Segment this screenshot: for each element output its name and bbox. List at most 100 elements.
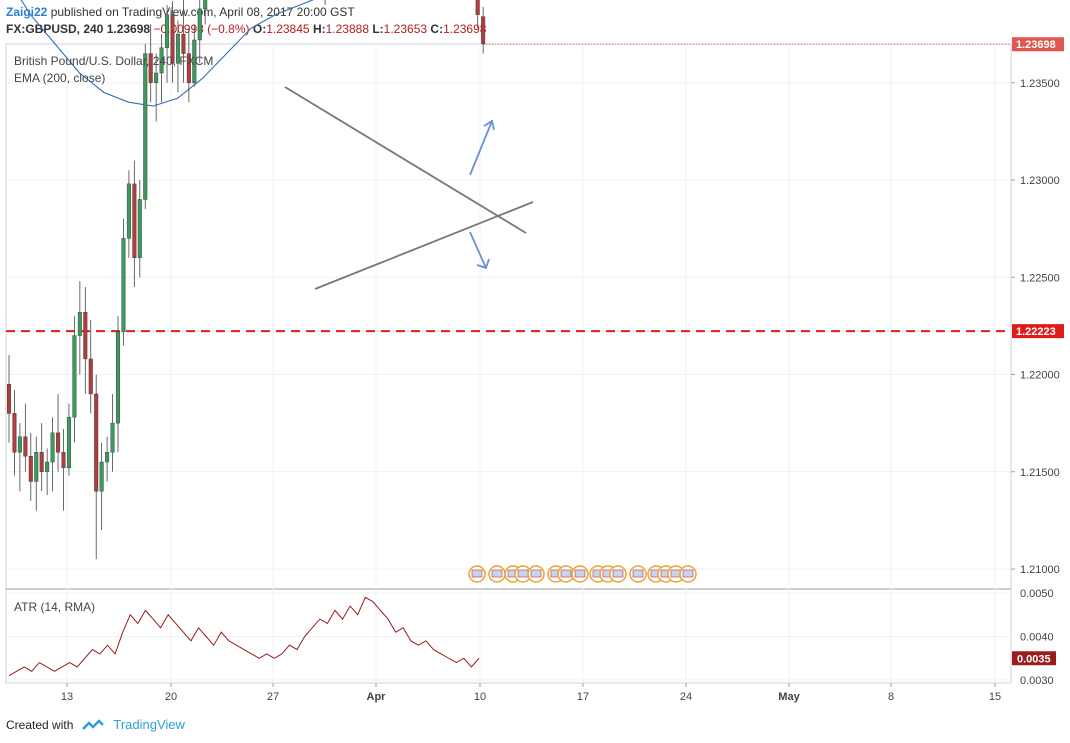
y-tick-label: 1.21500 — [1020, 467, 1060, 479]
created-with: Created with — [6, 717, 74, 732]
breakout-down-arrowhead — [476, 258, 490, 270]
candle-down — [83, 312, 88, 360]
chart-frame — [5, 43, 1012, 684]
flag-icon — [632, 569, 644, 578]
breakout-up-arrow — [469, 120, 493, 176]
ohlc-header: FX:GBPUSD, 240 1.23698 −0.00993 (−0.8%) … — [6, 22, 486, 36]
x-tick-label: 20 — [165, 691, 177, 703]
symbol-label[interactable]: FX:GBPUSD, 240 — [6, 22, 104, 36]
atr-tick-label: 0.0030 — [1020, 675, 1054, 687]
y-tick-label: 1.23000 — [1020, 175, 1060, 187]
candle-up — [45, 461, 50, 472]
candle-down — [56, 432, 61, 453]
low-label: L: — [372, 22, 384, 36]
open-value: 1.23845 — [266, 22, 310, 36]
high-label: H: — [312, 22, 326, 36]
x-tick-label: 8 — [888, 691, 894, 703]
candle-up — [17, 436, 22, 453]
candle-up — [175, 33, 180, 64]
y-tick-label: 1.22000 — [1020, 370, 1060, 382]
candle-up — [192, 39, 197, 83]
ema-legend[interactable]: EMA (200, close) — [14, 71, 106, 85]
candle-up — [154, 72, 159, 83]
candle-up — [77, 312, 82, 336]
candle-down — [6, 384, 11, 414]
price-label: 1.22223 — [1016, 326, 1056, 338]
tradingview-brand[interactable]: TradingView — [113, 717, 185, 732]
candle-down — [148, 53, 153, 83]
x-tick-label: Apr — [367, 691, 387, 703]
candle-up — [159, 47, 164, 74]
candle-down — [181, 33, 186, 54]
author-link[interactable]: Zaigi22 — [6, 5, 48, 19]
candle-up — [137, 199, 142, 258]
flag-icon — [491, 569, 503, 578]
candle-up — [66, 417, 71, 469]
x-tick-label: 24 — [680, 691, 692, 703]
high-value: 1.23888 — [325, 22, 369, 36]
support-trendline — [314, 201, 534, 290]
candle-up — [34, 452, 39, 482]
candle-up — [105, 452, 110, 463]
atr-line — [8, 596, 480, 677]
flag-icon — [574, 569, 586, 578]
atr-tick-label: 0.0040 — [1020, 632, 1054, 644]
candle-up — [203, 0, 208, 10]
ema-line — [20, 0, 314, 107]
candle-up — [197, 8, 202, 41]
candle-up — [121, 238, 126, 332]
publish-info: Zaigi22 published on TradingView.com, Ap… — [6, 5, 355, 19]
footer: Created with TradingView — [6, 717, 185, 732]
x-tick-label: 27 — [267, 691, 279, 703]
candle-down — [12, 413, 17, 453]
candle-down — [475, 0, 480, 15]
candle-down — [39, 452, 44, 472]
price-label-box — [1012, 37, 1064, 52]
y-tick-label: 1.23500 — [1020, 78, 1060, 90]
y-tick-label: 1.22500 — [1020, 272, 1060, 284]
breakout-down-arrow — [469, 231, 487, 269]
candle-down — [132, 183, 137, 259]
flag-icon — [682, 569, 694, 578]
x-tick-label: 15 — [989, 691, 1001, 703]
flag-icon — [530, 569, 542, 578]
y-tick-label: 1.21000 — [1020, 564, 1060, 576]
price-label-box — [1012, 324, 1064, 339]
candle-down — [481, 16, 486, 45]
publish-text: published on TradingView.com, April 08, … — [50, 5, 355, 19]
flag-icon — [517, 569, 529, 578]
candle-down — [88, 358, 93, 395]
x-tick-label: 10 — [474, 691, 486, 703]
candle-up — [72, 335, 77, 418]
candle-up — [126, 183, 131, 239]
x-tick-label: 13 — [61, 691, 73, 703]
atr-tick-label: 0.0050 — [1020, 588, 1054, 600]
atr-value-box — [1012, 651, 1056, 666]
tradingview-logo-icon — [82, 718, 105, 730]
atr-value-label: 0.0035 — [1017, 653, 1051, 665]
breakout-up-arrowhead — [483, 119, 495, 131]
x-tick-label: 17 — [577, 691, 589, 703]
close-value: 1.23698 — [443, 22, 487, 36]
candle-down — [94, 393, 99, 492]
candle-up — [115, 331, 120, 424]
resistance-trendline — [284, 86, 527, 234]
candle-up — [99, 461, 104, 492]
candle-up — [50, 432, 55, 463]
candle-down — [186, 53, 191, 83]
candle-down — [61, 452, 66, 469]
symbol-legend[interactable]: British Pound/U.S. Dollar, 240, FXCM — [14, 54, 214, 68]
flag-icon — [471, 569, 483, 578]
last-price: 1.23698 — [106, 22, 151, 36]
candle-down — [28, 455, 33, 482]
low-value: 1.23653 — [383, 22, 428, 36]
atr-legend[interactable]: ATR (14, RMA) — [14, 600, 96, 614]
candle-up — [110, 422, 115, 453]
candle-down — [170, 14, 175, 64]
candle-up — [165, 14, 170, 48]
candle-up — [143, 53, 148, 200]
price-label: 1.23698 — [1016, 39, 1056, 51]
flag-icon — [560, 569, 572, 578]
